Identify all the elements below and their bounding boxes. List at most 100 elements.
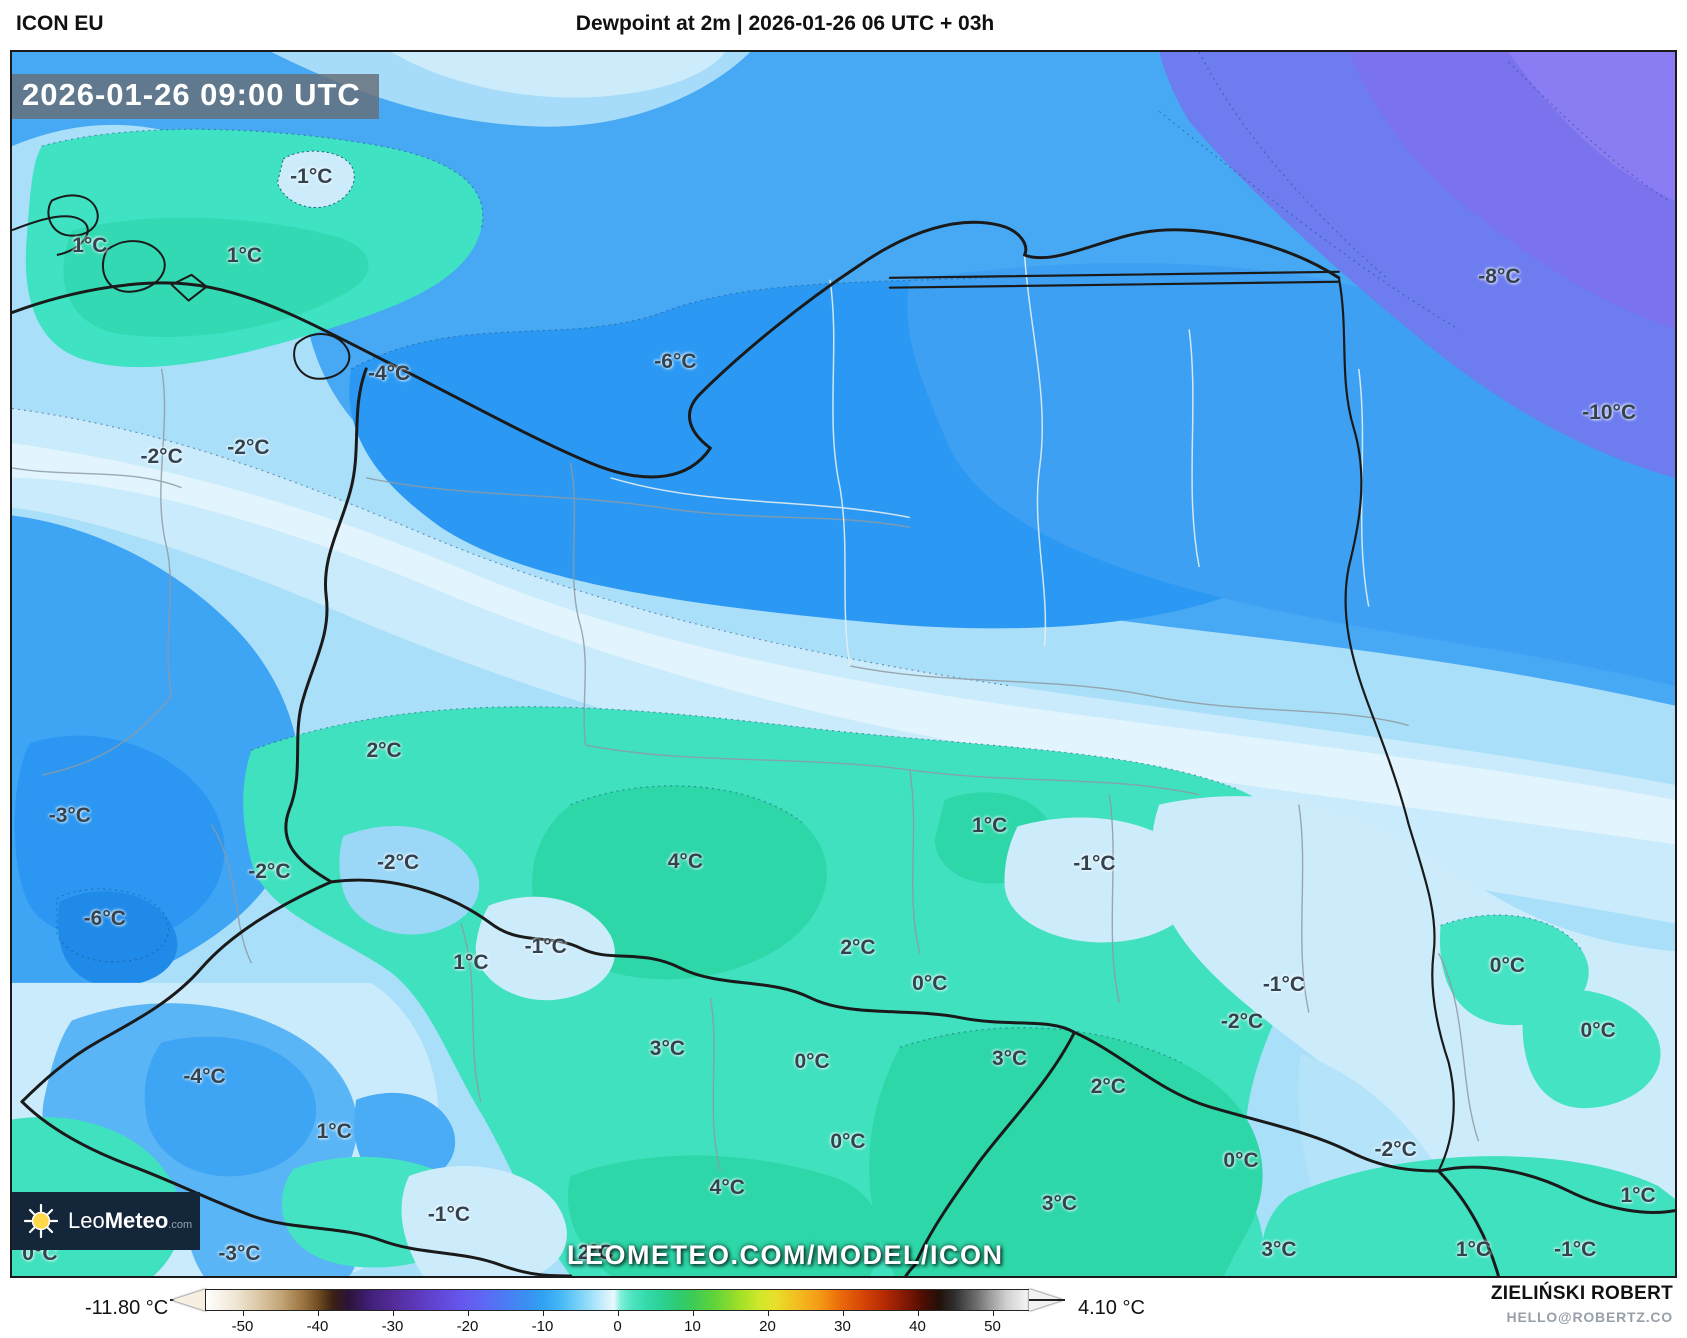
- author-email: HELLO@ROBERTZ.CO: [1506, 1309, 1673, 1325]
- page-title: Dewpoint at 2m | 2026-01-26 06 UTC + 03h: [575, 12, 995, 35]
- border-pl-de: [284, 367, 368, 884]
- footer-bar: -11.80 °C -50 -40 -30 -20 -10 0 10 20 30 40 50 4.1…: [0, 1278, 1687, 1338]
- tick-number: 0: [613, 1318, 622, 1335]
- temp-label: 1°C: [1455, 1238, 1492, 1262]
- coastline-denmark: [12, 194, 351, 380]
- border-cz-sk: [904, 1030, 1076, 1276]
- region-sw-blue-inner: [144, 1036, 317, 1177]
- region-pocket-blue-west: [339, 826, 480, 935]
- min-value-label: -11.80 °C: [85, 1297, 169, 1319]
- region-pale-pocket-south: [401, 1165, 567, 1276]
- logo-text-leo: Leo: [68, 1208, 105, 1233]
- tick-mark: [692, 1311, 694, 1316]
- temp-label: -6°C: [654, 349, 697, 373]
- temp-label: -1°C: [524, 935, 567, 959]
- tick-number: -40: [306, 1318, 329, 1335]
- logo-text: LeoMeteo.com: [68, 1208, 192, 1234]
- temp-label: -1°C: [1554, 1238, 1597, 1262]
- temp-label: 2°C: [577, 1241, 614, 1265]
- colorbar-left-arrow: [172, 1289, 206, 1311]
- temp-label: -2°C: [1220, 1010, 1264, 1034]
- region-pale-band-light: [12, 443, 1675, 845]
- color-scale: -50 -40 -30 -20 -10 0 10 20 30 40 50: [170, 1289, 1065, 1335]
- border-ua-bottom: [1437, 1165, 1675, 1214]
- region-pale-band: [12, 408, 1675, 924]
- leometeo-logo: LeoMeteo.com: [12, 1192, 200, 1250]
- tick-mark: [842, 1311, 844, 1316]
- temp-label: 1°C: [226, 244, 263, 267]
- tick-mark: [617, 1311, 619, 1316]
- temp-label: -2°C: [376, 851, 420, 875]
- tick-number: -30: [381, 1318, 404, 1335]
- tick-number: -10: [531, 1318, 554, 1335]
- tick-mark: [467, 1311, 469, 1316]
- temp-label: 2°C: [366, 739, 402, 763]
- tick-number: -20: [456, 1318, 479, 1335]
- logo-text-tld: .com: [168, 1219, 193, 1231]
- colorbar-gradient: [205, 1289, 1030, 1311]
- temp-label: 4°C: [667, 850, 703, 874]
- region-teal-dark-south-band: [567, 1155, 881, 1276]
- temp-label: -2°C: [1374, 1138, 1417, 1162]
- region-teal-dark-se: [869, 1027, 1263, 1276]
- timestamp-overlay: 2026-01-26 09:00 UTC: [12, 74, 379, 119]
- tick-number: 10: [684, 1318, 701, 1335]
- temp-label: 4°C: [709, 1175, 745, 1199]
- temp-label: -3°C: [48, 803, 91, 827]
- header-bar: ICON EU Dewpoint at 2m | 2026-01-26 06 U…: [0, 0, 1687, 50]
- border-sk-ua-s: [1437, 1169, 1500, 1276]
- temp-label: 1°C: [453, 951, 489, 975]
- border-east: [888, 270, 1455, 1173]
- border-kaliningrad-2: [888, 280, 1340, 289]
- region-west-blue-deep: [14, 735, 225, 943]
- border-cz-at: [20, 1100, 573, 1276]
- tick-mark: [392, 1311, 394, 1316]
- watermark: LEOMETEO.COM/MODEL/ICON: [567, 1240, 1004, 1270]
- tick-number: 40: [909, 1318, 926, 1335]
- border-de-cz: [20, 880, 333, 1104]
- temp-label: -2°C: [227, 436, 270, 460]
- region-top-streak-2: [391, 52, 726, 98]
- border-pl-cz: [329, 878, 1076, 1034]
- temp-label: 1°C: [972, 814, 1008, 838]
- tick-mark: [242, 1311, 244, 1316]
- temp-label: 2°C: [840, 936, 876, 960]
- model-name: ICON EU: [16, 12, 104, 35]
- tick-number: 50: [984, 1318, 1001, 1335]
- temp-label: -2°C: [140, 445, 183, 469]
- region-southeast-pale: [1151, 796, 1675, 1276]
- temp-label: -2°C: [248, 859, 291, 883]
- border-baltic-coast: [12, 220, 1028, 479]
- region-island-pale: [276, 150, 355, 208]
- temp-label: -1°C: [290, 164, 333, 188]
- temp-label: 1°C: [1620, 1183, 1656, 1207]
- tick-number: 20: [759, 1318, 776, 1335]
- temp-label: -10°C: [1582, 401, 1637, 425]
- country-borders: [12, 220, 1675, 1276]
- region-teal-patch-2: [1522, 989, 1661, 1109]
- temp-label: -4°C: [367, 361, 411, 385]
- region-pocket-pale-east: [1004, 817, 1199, 943]
- temp-label: 3°C: [649, 1037, 686, 1061]
- max-value-label: 4.10 °C: [1078, 1297, 1145, 1319]
- region-violet-3: [1508, 52, 1675, 201]
- credits: ZIELIŃSKI ROBERT HELLO@ROBERTZ.CO: [1491, 1283, 1673, 1325]
- region-west-blue-deepest: [57, 891, 178, 987]
- temp-label: 0°C: [1580, 1019, 1616, 1043]
- temp-label: 0°C: [794, 1050, 830, 1074]
- tick-mark: [542, 1311, 544, 1316]
- logo-text-meteo: Meteo: [104, 1208, 169, 1233]
- map-fill-regions: [12, 52, 1675, 1276]
- border-coast-ne: [1023, 228, 1341, 280]
- tick-mark: [317, 1311, 319, 1316]
- tick-mark: [917, 1311, 919, 1316]
- temp-label: 3°C: [1261, 1238, 1297, 1262]
- temp-label: 1°C: [316, 1120, 352, 1144]
- map-canvas: [12, 52, 1675, 1276]
- region-teal-bottom-right: [1261, 1156, 1675, 1276]
- region-denmark-teal-inner: [63, 217, 369, 338]
- temp-label: -6°C: [83, 907, 126, 931]
- border-pl-sk: [1072, 1030, 1441, 1173]
- temp-label: 2°C: [1090, 1074, 1126, 1098]
- temp-label: 3°C: [1041, 1191, 1078, 1215]
